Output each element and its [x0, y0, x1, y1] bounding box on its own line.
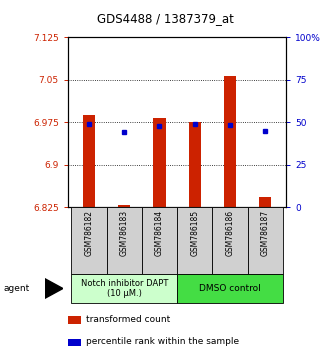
Bar: [248, 207, 283, 274]
Bar: [259, 197, 271, 207]
Bar: [83, 115, 95, 207]
Bar: [68, 338, 81, 346]
Bar: [189, 122, 201, 207]
Bar: [142, 207, 177, 274]
Bar: [177, 274, 283, 303]
Text: GSM786186: GSM786186: [225, 210, 234, 256]
Bar: [212, 207, 248, 274]
Text: GSM786183: GSM786183: [120, 210, 129, 256]
Bar: [118, 205, 130, 207]
Bar: [224, 76, 236, 207]
Bar: [71, 274, 177, 303]
Bar: [107, 207, 142, 274]
Text: GSM786182: GSM786182: [84, 210, 93, 256]
Text: agent: agent: [3, 284, 29, 293]
Text: percentile rank within the sample: percentile rank within the sample: [86, 337, 240, 347]
Text: GSM786185: GSM786185: [190, 210, 199, 256]
Text: GDS4488 / 1387379_at: GDS4488 / 1387379_at: [97, 12, 234, 25]
Text: transformed count: transformed count: [86, 315, 171, 324]
Text: GSM786184: GSM786184: [155, 210, 164, 256]
Bar: [177, 207, 212, 274]
Polygon shape: [45, 279, 63, 298]
Text: GSM786187: GSM786187: [261, 210, 270, 256]
Text: Notch inhibitor DAPT
(10 μM.): Notch inhibitor DAPT (10 μM.): [80, 279, 168, 298]
Bar: [68, 316, 81, 324]
Bar: [71, 207, 107, 274]
Text: DMSO control: DMSO control: [199, 284, 261, 293]
Bar: [153, 118, 166, 207]
